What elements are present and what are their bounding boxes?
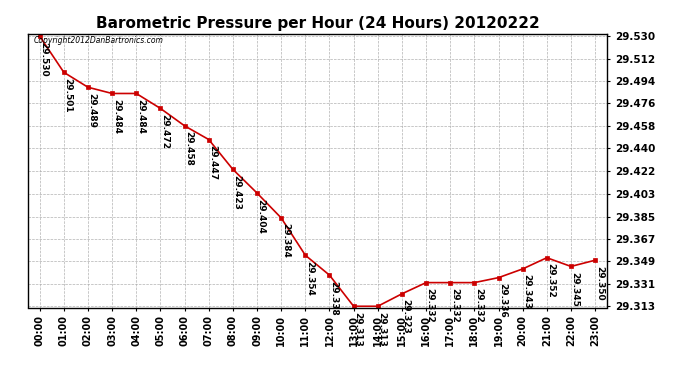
Text: 29.313: 29.313 bbox=[377, 312, 386, 346]
Text: 29.458: 29.458 bbox=[184, 131, 193, 166]
Text: 29.332: 29.332 bbox=[450, 288, 459, 323]
Text: 29.352: 29.352 bbox=[546, 263, 555, 298]
Text: 29.332: 29.332 bbox=[474, 288, 483, 323]
Text: 29.484: 29.484 bbox=[112, 99, 121, 134]
Text: 29.489: 29.489 bbox=[88, 93, 97, 128]
Text: 29.313: 29.313 bbox=[353, 312, 362, 346]
Text: 29.404: 29.404 bbox=[257, 199, 266, 234]
Text: 29.338: 29.338 bbox=[329, 281, 338, 315]
Text: 29.354: 29.354 bbox=[305, 261, 314, 296]
Text: 29.447: 29.447 bbox=[208, 145, 217, 180]
Text: 29.384: 29.384 bbox=[281, 224, 290, 258]
Text: 29.501: 29.501 bbox=[63, 78, 72, 112]
Text: 29.336: 29.336 bbox=[498, 283, 507, 318]
Text: 29.530: 29.530 bbox=[39, 42, 48, 76]
Text: 29.343: 29.343 bbox=[522, 274, 531, 309]
Text: 29.484: 29.484 bbox=[136, 99, 145, 134]
Text: 29.472: 29.472 bbox=[160, 114, 169, 149]
Title: Barometric Pressure per Hour (24 Hours) 20120222: Barometric Pressure per Hour (24 Hours) … bbox=[95, 16, 540, 31]
Text: 29.332: 29.332 bbox=[426, 288, 435, 323]
Text: 29.423: 29.423 bbox=[233, 175, 241, 210]
Text: 29.350: 29.350 bbox=[595, 266, 604, 300]
Text: 29.323: 29.323 bbox=[402, 299, 411, 334]
Text: 29.345: 29.345 bbox=[571, 272, 580, 307]
Text: Copyright2012DanBartronics.com: Copyright2012DanBartronics.com bbox=[33, 36, 164, 45]
